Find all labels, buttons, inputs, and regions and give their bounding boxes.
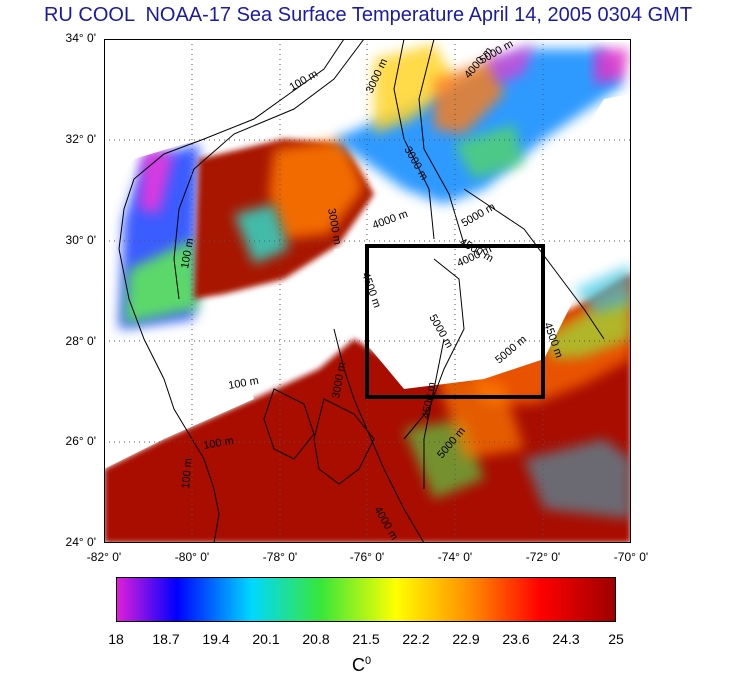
colorbar-tick: 20.1: [252, 631, 280, 647]
contour-3000m-bahamas: [333, 328, 425, 543]
sst-north-magenta: [484, 44, 534, 84]
lon-label: -72° 0': [525, 550, 561, 564]
temperature-colorbar: [116, 577, 616, 622]
unit-base: C: [352, 655, 365, 675]
sst-green-southeast: [524, 439, 631, 519]
sst-west-cyan: [234, 204, 289, 264]
cloud-area-southwest: [104, 349, 254, 469]
map-title: RU COOL NOAA-17 Sea Surface Temperature …: [43, 4, 693, 26]
sst-orange-south: [434, 369, 524, 459]
colorbar-tick: 18.7: [152, 631, 180, 647]
contour-label: 100 m: [179, 237, 196, 269]
contour-3000m-north: [393, 39, 435, 240]
sst-west-magenta: [139, 149, 174, 214]
colorbar-unit: C0: [352, 655, 371, 676]
sst-green-band-east: [544, 294, 631, 359]
lat-label: 32° 0': [65, 132, 96, 146]
study-area-box: [365, 244, 545, 399]
lon-label: -70° 0': [613, 550, 649, 564]
cloud-area-east: [574, 94, 631, 179]
cloud-area-center: [334, 239, 574, 389]
coastline: [118, 39, 605, 543]
lat-label: 34° 0': [65, 31, 96, 45]
contour-label: 4000 m: [371, 208, 410, 232]
sst-north-yellow: [374, 44, 454, 134]
contour-label: 100 m: [202, 435, 234, 452]
unit-degree: 0: [365, 655, 372, 667]
sst-map: 100 m 3000 m 4000 m 5000 m 3000 m 100 m …: [104, 39, 631, 543]
colorbar-tick: 23.6: [502, 631, 530, 647]
colorbar-tick: 18: [108, 631, 124, 647]
colorbar-tick: 21.5: [352, 631, 380, 647]
contour-100m-west: [173, 39, 365, 300]
contour-4500m: [403, 258, 465, 440]
contour-5000m: [463, 188, 605, 340]
colorbar-tick: 22.2: [402, 631, 430, 647]
colorbar-tick: 25: [608, 631, 624, 647]
lon-label: -76° 0': [349, 550, 385, 564]
colorbar-tick: 20.8: [302, 631, 330, 647]
sst-west-orange: [269, 139, 364, 239]
sst-north-green: [454, 124, 524, 179]
lat-label: 28° 0': [65, 334, 96, 348]
colorbar-tick: 22.9: [452, 631, 480, 647]
graticule: [104, 39, 631, 543]
sst-cyan-east: [574, 264, 631, 314]
lon-label: -78° 0': [262, 550, 298, 564]
florida-coastline: [118, 39, 345, 543]
colorbar-tick: 24.3: [552, 631, 580, 647]
contour-4000m-north: [418, 39, 465, 245]
sst-north-band: [334, 49, 624, 204]
sst-swath: [104, 39, 631, 543]
cloud-area-northwest: [104, 39, 374, 199]
contour-label: 100 m: [180, 458, 195, 490]
lon-label: -74° 0': [437, 550, 473, 564]
sst-north-orange: [434, 59, 504, 134]
sst-north-magenta-tip: [594, 49, 629, 84]
sst-map-canvas: 100 m 3000 m 4000 m 5000 m 3000 m 100 m …: [104, 39, 631, 543]
bahamas-outline: [313, 398, 375, 485]
lat-label: 26° 0': [65, 434, 96, 448]
colorbar-tick: 19.4: [202, 631, 230, 647]
sst-warm-region-south: [104, 274, 631, 543]
lon-label: -80° 0': [174, 550, 210, 564]
lat-label: 24° 0': [65, 535, 96, 549]
lon-label: -82° 0': [86, 550, 122, 564]
bahamas-bank: [263, 388, 315, 460]
contour-label: 100 m: [227, 375, 259, 392]
lat-label: 30° 0': [65, 233, 96, 247]
contour-4000m-south: [423, 338, 445, 489]
sst-west-green: [124, 239, 199, 324]
